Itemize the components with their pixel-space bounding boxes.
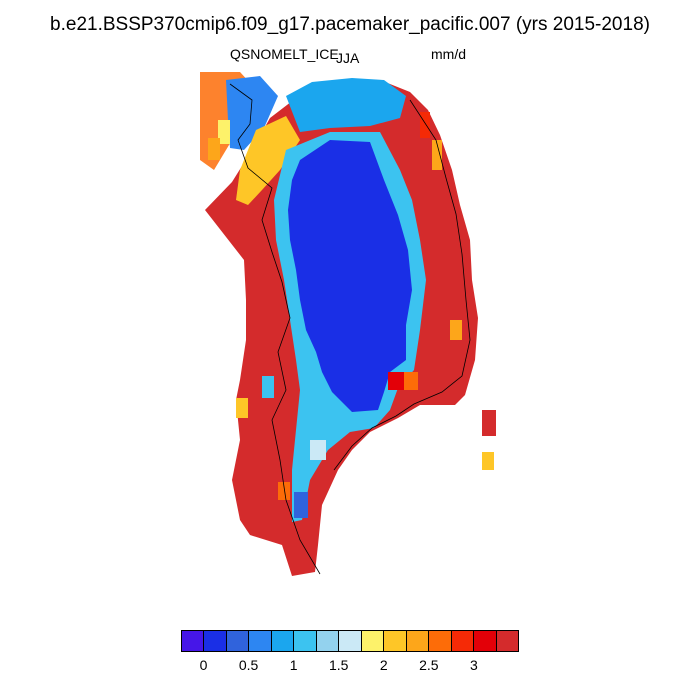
colorbar-box xyxy=(316,631,340,651)
colorbar xyxy=(181,630,519,652)
variable-label: QSNOMELT_ICE xyxy=(230,46,339,62)
cell xyxy=(262,376,274,398)
north-fringe-orange xyxy=(236,116,300,205)
colorbar-tick-label: 3 xyxy=(470,657,478,673)
iceland-cell xyxy=(482,452,494,470)
cell xyxy=(236,398,248,418)
colorbar-tick-label: 0.5 xyxy=(238,657,259,673)
cell xyxy=(404,372,418,390)
colorbar-box xyxy=(249,631,272,651)
colorbar-box xyxy=(406,631,430,651)
cell xyxy=(294,492,308,518)
north-blue-cells xyxy=(286,78,406,132)
cell xyxy=(420,112,430,138)
cell xyxy=(218,120,230,144)
plot-title: b.e21.BSSP370cmip6.f09_g17.pacemaker_pac… xyxy=(50,14,650,35)
cell xyxy=(450,320,462,340)
colorbar-box xyxy=(226,631,250,651)
iceland-cell xyxy=(482,410,496,436)
units-label: mm/d xyxy=(431,46,466,62)
colorbar-tick-label: 1.5 xyxy=(328,657,349,673)
colorbar-box xyxy=(182,631,205,651)
northwest-blue-cells xyxy=(226,76,278,150)
colorbar-tick-label: 2.5 xyxy=(419,657,439,673)
cell xyxy=(432,140,442,170)
coastline xyxy=(229,83,471,575)
colorbar-box xyxy=(429,631,452,651)
colorbar-box xyxy=(271,631,295,651)
colorbar-box xyxy=(474,631,497,651)
colorbar-box xyxy=(204,631,227,651)
cell xyxy=(388,372,404,390)
interior-low-melt xyxy=(288,140,412,412)
colorbar-tick-label: 1 xyxy=(289,657,298,673)
colorbar-box xyxy=(294,631,317,651)
colorbar-box xyxy=(384,631,407,651)
cell xyxy=(208,138,220,160)
season-label: JJA xyxy=(336,50,360,66)
colorbar-box xyxy=(339,631,362,651)
colorbar-tick-label: 2 xyxy=(379,657,388,673)
cell xyxy=(310,440,326,460)
colorbar-box xyxy=(496,631,519,651)
colorbar-box xyxy=(451,631,475,651)
cell xyxy=(278,482,290,500)
colorbar-tick-label: 0 xyxy=(199,657,208,673)
colorbar-box xyxy=(361,631,385,651)
